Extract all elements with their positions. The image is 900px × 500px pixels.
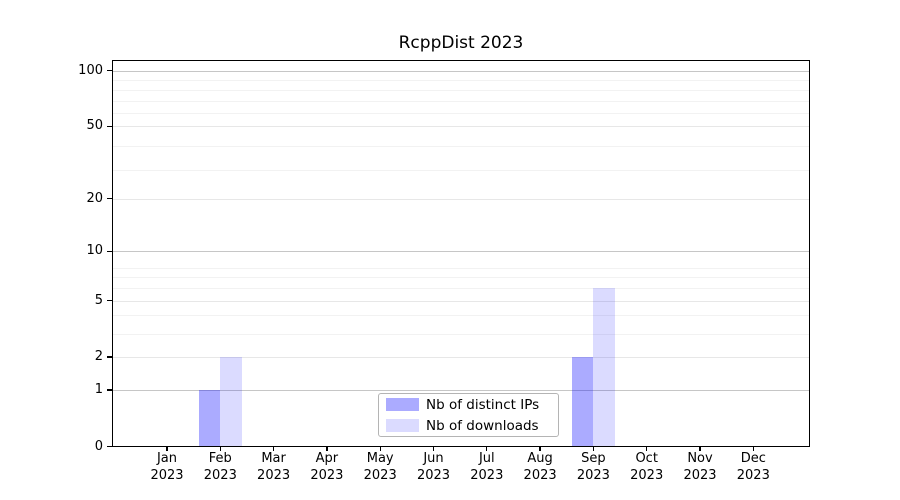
x-tick-year: 2023 [683,467,717,483]
x-tick-label: Nov 2023 [668,451,732,484]
plot-area [112,60,810,447]
gridline-minor [112,267,810,269]
y-tick-mark [107,389,112,391]
x-tick-label: Mar 2023 [242,451,306,484]
x-tick-year: 2023 [470,467,504,483]
x-tick-mark [432,446,435,451]
x-tick-label: Aug 2023 [508,451,572,484]
gridline-minor [112,113,810,115]
x-tick-mark [379,446,381,451]
x-tick-month: Sep [581,451,606,466]
x-tick-year: 2023 [630,467,664,483]
y-tick-mark [107,125,112,128]
x-tick-mark [272,446,275,451]
x-tick-month: Nov [687,451,713,466]
legend: Nb of distinct IPs Nb of downloads [378,393,559,437]
x-tick-year: 2023 [150,467,184,483]
x-tick-mark [486,446,488,451]
gridline-major [112,70,810,72]
gridline-minor [112,169,810,171]
y-tick-mark [107,299,112,302]
gridline-major [112,198,810,200]
x-tick-month: Aug [527,451,553,466]
gridline-minor [112,100,810,102]
x-tick-label: Dec 2023 [721,451,785,484]
x-tick-year: 2023 [203,467,237,483]
legend-swatch-distinct-ips [386,398,419,411]
x-tick-mark [326,446,328,451]
x-tick-label: Jul 2023 [455,451,519,484]
x-tick-year: 2023 [310,467,344,483]
gridline-minor [112,277,810,279]
x-tick-label: Sep 2023 [561,451,625,484]
x-tick-mark [166,446,168,451]
x-tick-month: Apr [315,451,339,466]
x-tick-year: 2023 [363,467,397,483]
legend-label-downloads: Nb of downloads [426,417,539,434]
x-tick-year: 2023 [523,467,557,483]
x-tick-month: Dec [740,451,766,466]
gridline-minor [112,146,810,148]
legend-label-distinct-ips: Nb of distinct IPs [426,396,540,413]
chart-title: RcppDist 2023 [398,33,524,53]
bar-distinct-ips-sep [571,357,594,447]
x-tick-month: Oct [635,451,658,466]
legend-item-distinct-ips: Nb of distinct IPs [386,397,551,413]
gridline-major [112,126,810,128]
x-tick-month: Jan [156,451,178,466]
bar-distinct-ips-feb [198,390,221,447]
x-tick-label: Apr 2023 [295,451,359,484]
y-tick-mark [107,197,112,200]
y-tick-label: 50 [86,118,103,134]
x-tick-mark [592,446,595,451]
y-tick-mark [107,250,112,252]
x-tick-year: 2023 [576,467,610,483]
gridline-major [112,300,810,302]
gridline-minor [112,80,810,82]
x-tick-label: Jan 2023 [135,451,199,484]
x-tick-mark [699,446,701,451]
x-tick-label: Oct 2023 [615,451,679,484]
x-tick-year: 2023 [257,467,291,483]
x-tick-label: Feb 2023 [188,451,252,484]
y-tick-label: 100 [78,62,103,78]
y-tick-label: 10 [86,243,103,259]
bar-downloads-feb [220,357,243,447]
y-tick-label: 2 [94,349,103,365]
gridline-major [112,251,810,253]
x-tick-mark [539,446,541,451]
x-tick-month: May [366,451,394,466]
x-tick-year: 2023 [736,467,770,483]
x-tick-mark [219,446,221,451]
x-tick-month: Feb [208,451,232,466]
x-tick-mark [646,446,648,451]
x-tick-label: Jun 2023 [402,451,466,484]
x-tick-label: May 2023 [348,451,412,484]
x-tick-mark [752,446,754,451]
y-tick-label: 1 [94,382,103,398]
y-tick-mark [107,445,112,448]
gridline-minor [112,288,810,290]
x-tick-month: Jun [423,451,444,466]
legend-swatch-downloads [386,419,419,432]
y-tick-mark [107,69,112,72]
x-tick-month: Jul [478,451,495,466]
bar-downloads-sep [593,288,616,447]
gridline-major [112,390,810,392]
x-tick-year: 2023 [416,467,451,483]
y-tick-label: 0 [94,438,103,454]
y-tick-label: 20 [86,190,103,206]
legend-item-downloads: Nb of downloads [386,418,551,434]
x-tick-month: Mar [261,451,286,466]
gridline-minor [112,315,810,317]
y-tick-mark [107,356,112,358]
gridline-major [112,357,810,359]
y-tick-label: 5 [94,292,103,308]
gridline-minor [112,89,810,91]
gridline-minor [112,333,810,335]
